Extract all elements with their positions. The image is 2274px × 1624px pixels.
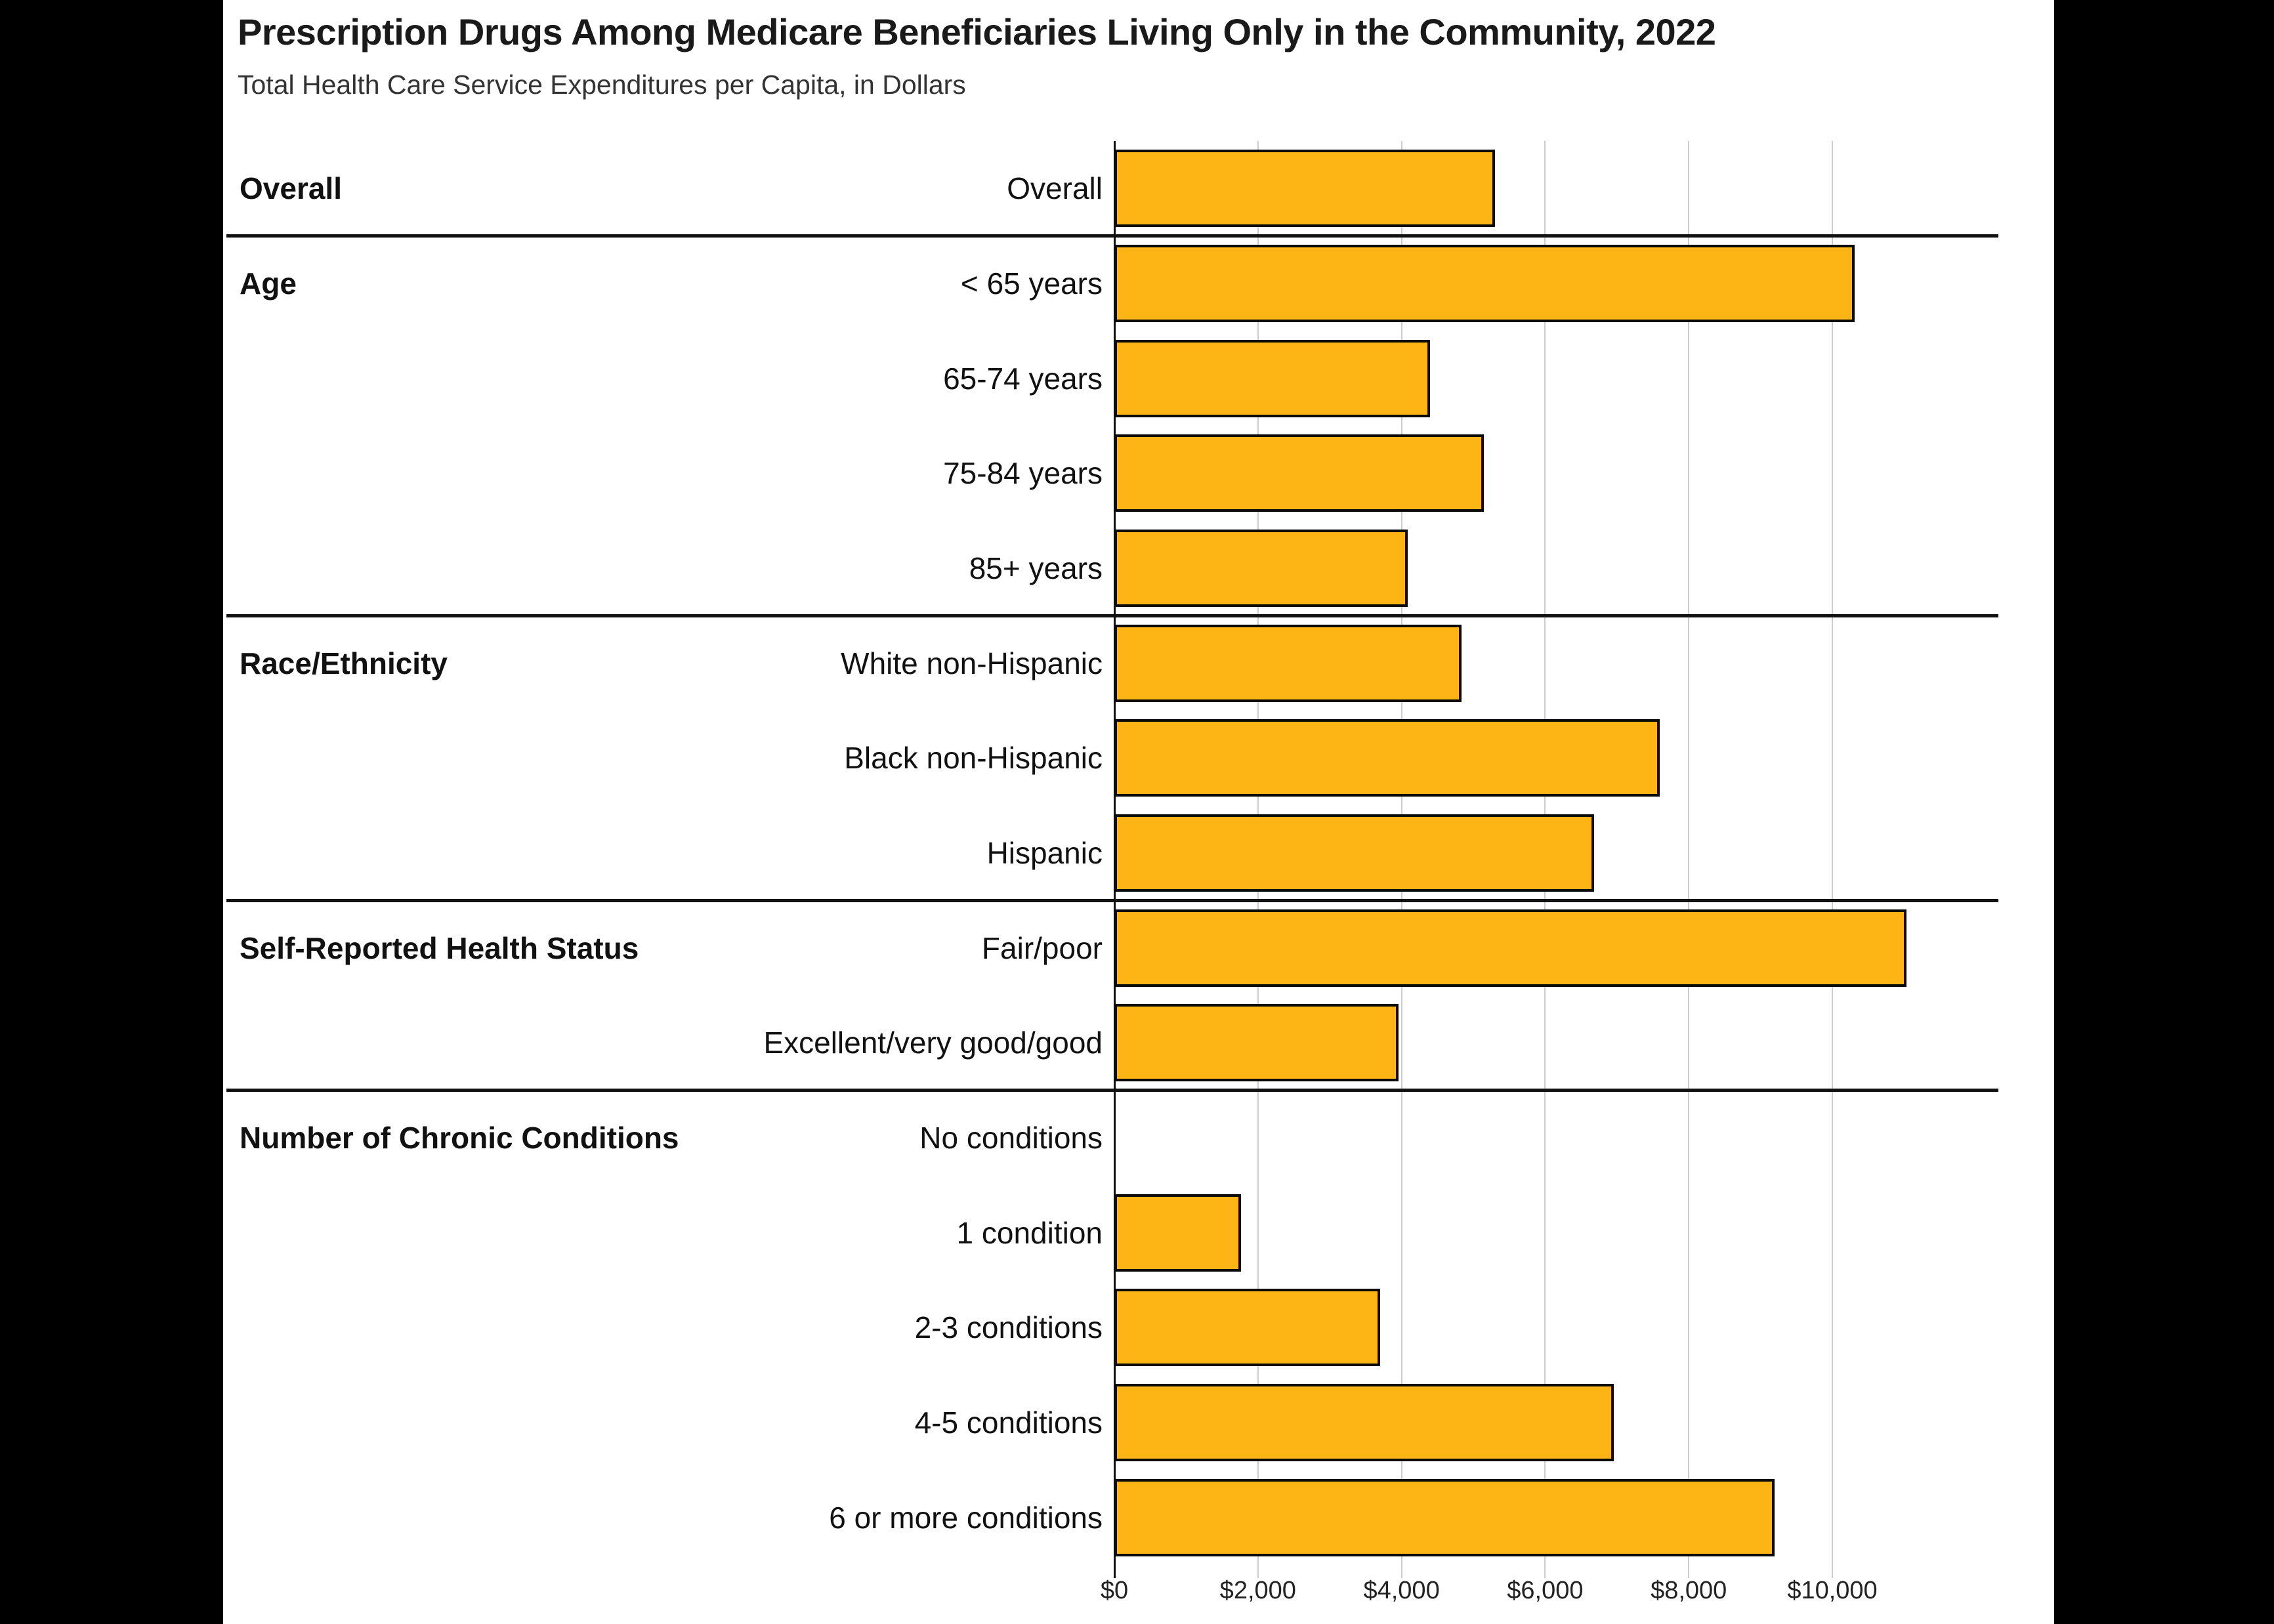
group-label: Number of Chronic Conditions: [240, 1121, 679, 1155]
row-label: < 65 years: [960, 266, 1103, 301]
gridline: [1688, 141, 1690, 1578]
row-label: 85+ years: [969, 551, 1103, 585]
row-label: Fair/poor: [981, 930, 1103, 965]
bar: [1114, 909, 1906, 987]
row-label: Excellent/very good/good: [763, 1026, 1103, 1060]
row-label: White non-Hispanic: [841, 646, 1103, 680]
group-label: Self-Reported Health Status: [240, 930, 639, 965]
row-label: Black non-Hispanic: [844, 741, 1103, 776]
x-tick-label: $8,000: [1651, 1577, 1727, 1604]
x-tick-label: $4,000: [1363, 1577, 1440, 1604]
bar: [1114, 1384, 1614, 1461]
row-label: 65-74 years: [943, 361, 1103, 396]
row-label: 2-3 conditions: [914, 1310, 1103, 1345]
chart-panel: Prescription Drugs Among Medicare Benefi…: [223, 0, 2054, 1624]
row-label: 75-84 years: [943, 456, 1103, 491]
x-tick-label: $2,000: [1219, 1577, 1296, 1604]
row-label: 6 or more conditions: [829, 1500, 1103, 1535]
x-tick-label: $6,000: [1507, 1577, 1584, 1604]
bar: [1114, 245, 1855, 322]
bar: [1114, 1289, 1380, 1367]
bar: [1114, 624, 1462, 702]
group-separator: [226, 234, 1998, 238]
bar: [1114, 339, 1431, 417]
group-label: Race/Ethnicity: [240, 646, 448, 680]
group-separator: [226, 898, 1998, 902]
bar: [1114, 1478, 1775, 1556]
x-tick-label: $0: [1100, 1577, 1129, 1604]
row-label: No conditions: [919, 1121, 1103, 1155]
row-label: 4-5 conditions: [914, 1405, 1103, 1440]
chart-subtitle: Total Health Care Service Expenditures p…: [238, 70, 966, 100]
chart-title: Prescription Drugs Among Medicare Benefi…: [238, 11, 1716, 52]
bar: [1114, 150, 1495, 228]
letterbox-left: [0, 0, 223, 1624]
bar: [1114, 1004, 1399, 1082]
bar: [1114, 530, 1408, 607]
row-label: 1 condition: [956, 1215, 1103, 1250]
bar: [1114, 1194, 1241, 1272]
chart: $0 $2,000 $4,000 $6,000 $8,000 $10,000 Overall…: [223, 0, 2054, 1624]
bar: [1114, 719, 1660, 797]
letterbox-right: [2054, 0, 2274, 1624]
x-tick-label: $10,000: [1787, 1577, 1878, 1604]
group-separator: [226, 1089, 1998, 1093]
bar: [1114, 434, 1484, 512]
group-separator: [226, 614, 1998, 617]
group-label: Overall: [240, 171, 342, 206]
row-label: Hispanic: [986, 836, 1103, 870]
row-label: Overall: [1007, 171, 1103, 206]
group-label: Age: [240, 266, 297, 301]
bar: [1114, 814, 1594, 892]
gridline: [1832, 141, 1833, 1578]
